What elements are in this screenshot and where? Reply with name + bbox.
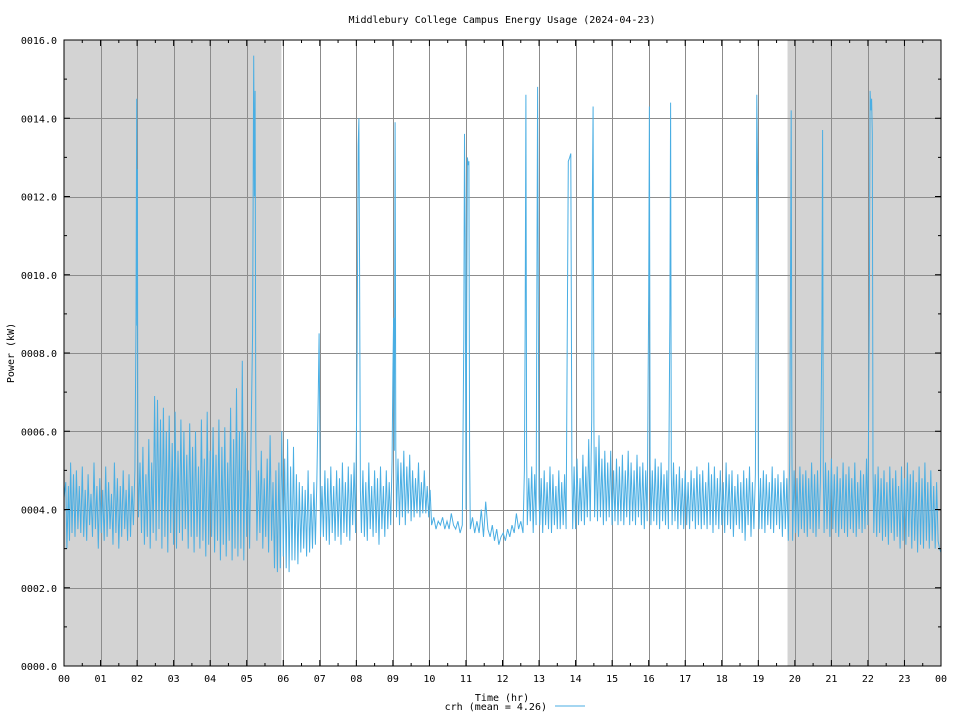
ticks-group: 00 01 02 03 04 05 06 07 08 09 10 11 12 13 14 15 16 17 18 19… [21, 36, 947, 685]
y-tick-label: 0014.0 [21, 114, 57, 125]
x-tick-label: 06 [277, 674, 289, 685]
legend-label: crh (mean = 4.26) [445, 702, 547, 713]
x-tick-label: 21 [825, 674, 837, 685]
series-line-0 [63, 55, 942, 573]
y-axis-label: Power (kW) [6, 323, 17, 383]
y-tick-label: 0002.0 [21, 584, 57, 595]
x-tick-label: 04 [204, 674, 216, 685]
x-tick-label: 19 [752, 674, 764, 685]
x-tick-label: 01 [95, 674, 107, 685]
y-tick-label: 0012.0 [21, 193, 57, 204]
y-tick-label: 0008.0 [21, 349, 57, 360]
x-tick-label: 17 [679, 674, 691, 685]
x-tick-label: 22 [862, 674, 874, 685]
y-tick-label: 0016.0 [21, 36, 57, 47]
x-tick-label: 10 [423, 674, 435, 685]
y-tick-label: 0004.0 [21, 506, 57, 517]
x-tick-label: 23 [898, 674, 910, 685]
x-tick-label: 00 [58, 674, 70, 685]
legend: crh (mean = 4.26) [445, 702, 585, 713]
y-tick-label: 0000.0 [21, 662, 57, 673]
chart-title: Middlebury College Campus Energy Usage (… [348, 15, 655, 26]
x-tick-label: 16 [643, 674, 655, 685]
x-tick-label: 09 [387, 674, 399, 685]
x-tick-label: 18 [716, 674, 728, 685]
x-tick-label: 14 [570, 674, 582, 685]
x-tick-label: 07 [314, 674, 326, 685]
x-tick-label: 15 [606, 674, 618, 685]
x-tick-label: 12 [496, 674, 508, 685]
x-tick-label: 08 [350, 674, 362, 685]
y-tick-label: 0006.0 [21, 427, 57, 438]
x-tick-label: 11 [460, 674, 472, 685]
x-tick-label: 02 [131, 674, 143, 685]
x-tick-label: 05 [241, 674, 253, 685]
x-tick-label: 13 [533, 674, 545, 685]
series-group [63, 55, 942, 573]
x-tick-label: 00 [935, 674, 947, 685]
x-axis-label: Time (hr) [475, 693, 529, 704]
y-tick-label: 0010.0 [21, 271, 57, 282]
x-tick-label: 03 [168, 674, 180, 685]
x-tick-label: 20 [789, 674, 801, 685]
